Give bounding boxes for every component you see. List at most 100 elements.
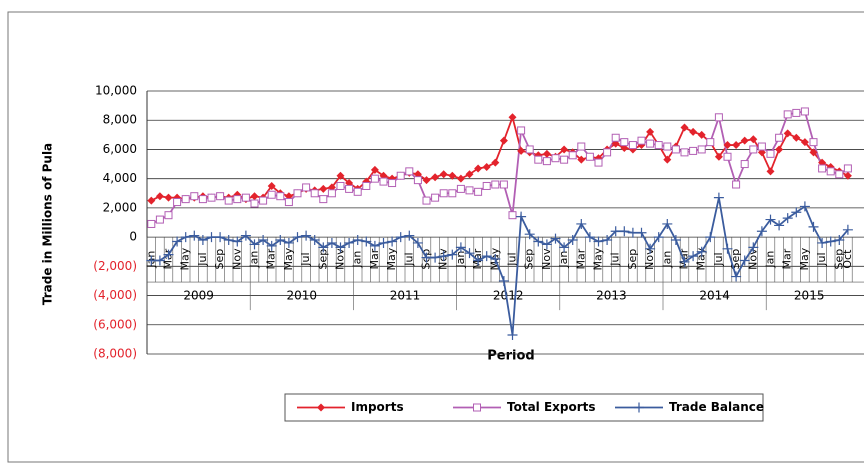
point	[482, 181, 491, 190]
point	[749, 145, 758, 154]
x-tick-label: Sep	[213, 249, 226, 270]
point	[585, 152, 594, 161]
point	[370, 174, 379, 183]
point	[835, 170, 844, 179]
point	[345, 184, 354, 193]
point	[809, 138, 818, 147]
point	[636, 227, 647, 238]
x-tick-label: Nov	[334, 248, 347, 270]
x-tick-label: Jan	[248, 251, 261, 269]
point	[258, 235, 269, 246]
point	[439, 189, 448, 198]
point	[577, 142, 586, 151]
legend-box	[284, 393, 764, 422]
point	[310, 189, 319, 198]
x-tick-label: May	[282, 247, 295, 270]
point	[490, 254, 501, 265]
point	[603, 148, 612, 157]
point	[309, 235, 320, 246]
legend-marker	[634, 402, 644, 413]
legend-label: Total Exports	[507, 400, 596, 414]
point	[602, 235, 613, 246]
point	[584, 232, 595, 243]
point	[362, 181, 371, 190]
point	[705, 232, 716, 243]
point	[275, 235, 286, 246]
point	[731, 271, 742, 282]
point	[517, 126, 526, 135]
point	[250, 199, 259, 208]
point	[223, 235, 234, 246]
point	[567, 235, 578, 246]
y-tick-label: 6,000	[103, 142, 137, 156]
point	[474, 187, 483, 196]
point	[215, 232, 226, 243]
point	[233, 195, 242, 204]
y-tick-label: 8,000	[103, 113, 137, 127]
year-label: 2013	[596, 289, 627, 303]
point	[688, 251, 699, 262]
point	[748, 242, 759, 253]
point	[697, 130, 706, 139]
year-label: 2010	[287, 289, 318, 303]
point	[240, 230, 251, 241]
point	[507, 330, 518, 341]
point	[577, 155, 586, 164]
point	[689, 127, 698, 136]
point	[765, 214, 776, 225]
point	[542, 157, 551, 166]
point	[646, 127, 655, 136]
legend-marker	[317, 403, 325, 412]
y-tick-label: (8,000)	[93, 347, 137, 361]
point	[653, 232, 664, 243]
point	[473, 255, 484, 266]
point	[164, 193, 173, 202]
point	[723, 141, 732, 150]
y-tick-label: (2,000)	[93, 259, 137, 273]
point	[155, 215, 164, 224]
point	[732, 180, 741, 189]
point	[826, 167, 835, 176]
series-line	[150, 114, 849, 202]
point	[739, 255, 750, 266]
point	[405, 167, 414, 176]
point	[207, 193, 216, 202]
y-tick-label: (4,000)	[93, 288, 137, 302]
x-tick-label: Jan	[764, 251, 777, 269]
point	[740, 160, 749, 169]
point	[198, 195, 207, 204]
point	[395, 232, 406, 243]
point	[482, 162, 491, 171]
x-tick-label: Sep	[626, 249, 639, 270]
point	[412, 237, 423, 248]
point	[619, 226, 630, 237]
point	[696, 246, 707, 257]
point	[448, 171, 457, 180]
point	[646, 139, 655, 148]
point	[336, 181, 345, 190]
y-tick-label: 0	[129, 230, 137, 244]
point	[361, 236, 372, 247]
point	[671, 145, 680, 154]
point	[276, 192, 285, 201]
point	[782, 213, 793, 224]
x-tick-label: Jul	[609, 252, 622, 266]
point	[206, 232, 217, 243]
x-tick-label: Mar	[368, 248, 381, 269]
point	[576, 218, 587, 229]
point	[267, 181, 276, 190]
point	[456, 174, 465, 183]
point	[336, 171, 345, 180]
x-axis-title: Period	[487, 349, 534, 364]
point	[627, 227, 638, 238]
year-label: 2011	[390, 289, 421, 303]
point	[319, 184, 328, 193]
x-tick-label: Mar	[574, 248, 587, 269]
x-tick-label: Jan	[351, 251, 364, 269]
point	[465, 170, 474, 179]
point	[481, 251, 492, 262]
point	[533, 236, 544, 247]
point	[378, 237, 389, 248]
point	[792, 133, 801, 142]
